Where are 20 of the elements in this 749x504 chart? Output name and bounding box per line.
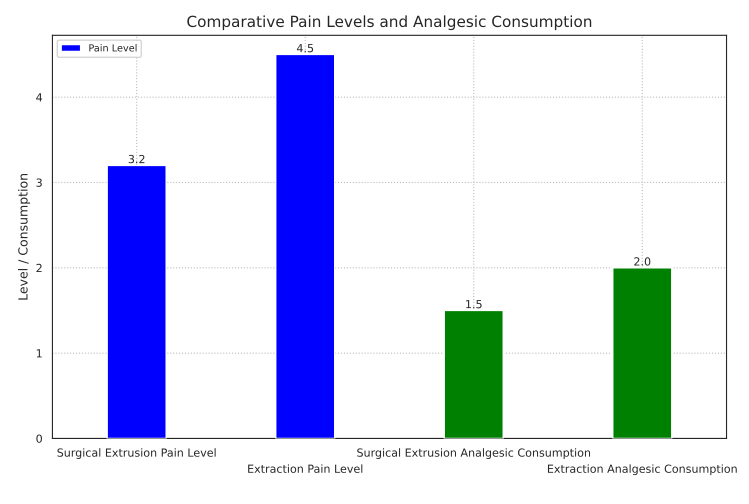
data-label: 3.2 <box>128 154 144 164</box>
bar <box>612 267 672 438</box>
bar <box>444 310 504 438</box>
y-tick-label: 1 <box>36 349 42 358</box>
data-label: 2.0 <box>634 257 650 266</box>
x-tick-label: Surgical Extrusion Pain Level <box>57 448 216 459</box>
y-tick-label: 0 <box>36 434 42 443</box>
legend-label: Pain Level <box>89 44 136 52</box>
data-label: 1.5 <box>466 300 482 308</box>
chart-title: Comparative Pain Levels and Analgesic Consumption <box>187 15 592 30</box>
y-tick-label: 3 <box>36 178 42 187</box>
x-tick-label: Surgical Extrusion Analgesic Consumption <box>357 448 590 459</box>
y-axis-title: Level / Consumption <box>18 174 30 300</box>
data-label: 4.5 <box>296 44 314 52</box>
bar <box>106 164 167 438</box>
y-tick-label: 2 <box>36 264 42 272</box>
x-tick-label: Extraction Analgesic Consumption <box>548 464 737 476</box>
bar <box>275 54 336 438</box>
x-tick-label: Extraction Pain Level <box>248 464 362 473</box>
y-tick-label: 4 <box>36 93 42 102</box>
